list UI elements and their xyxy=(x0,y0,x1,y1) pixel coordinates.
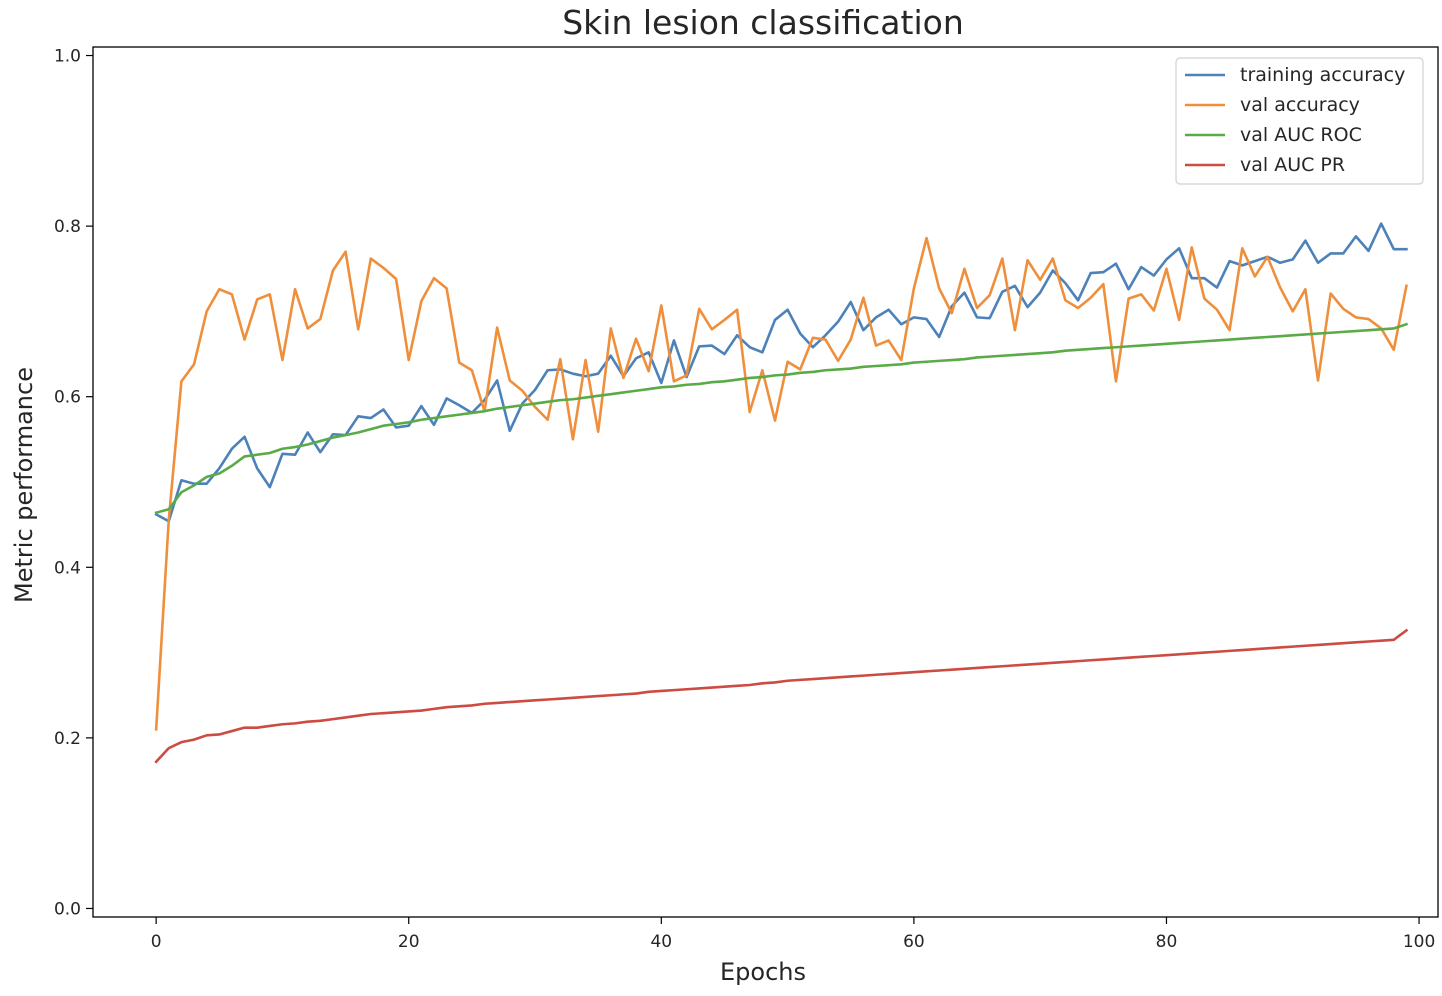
y-tick-label: 0.2 xyxy=(54,729,81,749)
legend-label-3: val AUC ROC xyxy=(1240,124,1362,146)
legend-items: training accuracy val accuracy val AUC ROC… xyxy=(1185,64,1405,176)
x-axis-ticks: 0 20 40 60 80 100 xyxy=(151,917,1435,952)
y-axis-ticks: 0.0 0.2 0.4 0.6 0.8 1.0 xyxy=(54,47,93,919)
x-tick-label: 80 xyxy=(1156,932,1178,952)
x-tick-label: 40 xyxy=(650,932,672,952)
y-tick-label: 0.4 xyxy=(54,558,81,578)
legend-label-2: val accuracy xyxy=(1240,94,1360,116)
legend-label-1: training accuracy xyxy=(1240,64,1405,86)
legend: training accuracy val accuracy val AUC ROC… xyxy=(1175,57,1424,185)
x-tick-label: 20 xyxy=(398,932,420,952)
legend-label-4: val AUC PR xyxy=(1240,154,1345,176)
series-layer xyxy=(154,222,1409,764)
y-tick-label: 0.8 xyxy=(54,217,81,237)
y-tick-label: 0.6 xyxy=(54,388,81,408)
x-axis-label: Epochs xyxy=(720,958,806,986)
y-axis-label: Metric performance xyxy=(10,367,38,603)
x-tick-label: 100 xyxy=(1403,932,1435,952)
series-line-2 xyxy=(154,236,1408,731)
x-tick-label: 60 xyxy=(903,932,925,952)
plot-area xyxy=(92,46,1439,918)
series-line-4 xyxy=(154,628,1409,764)
y-tick-label: 1.0 xyxy=(54,47,81,67)
series-line-3 xyxy=(154,322,1409,515)
x-tick-label: 0 xyxy=(151,932,162,952)
legend-box xyxy=(1175,57,1424,185)
chart-title: Skin lesion classification xyxy=(562,3,964,42)
plot-frame xyxy=(92,46,1439,918)
y-tick-label: 0.0 xyxy=(54,899,81,919)
